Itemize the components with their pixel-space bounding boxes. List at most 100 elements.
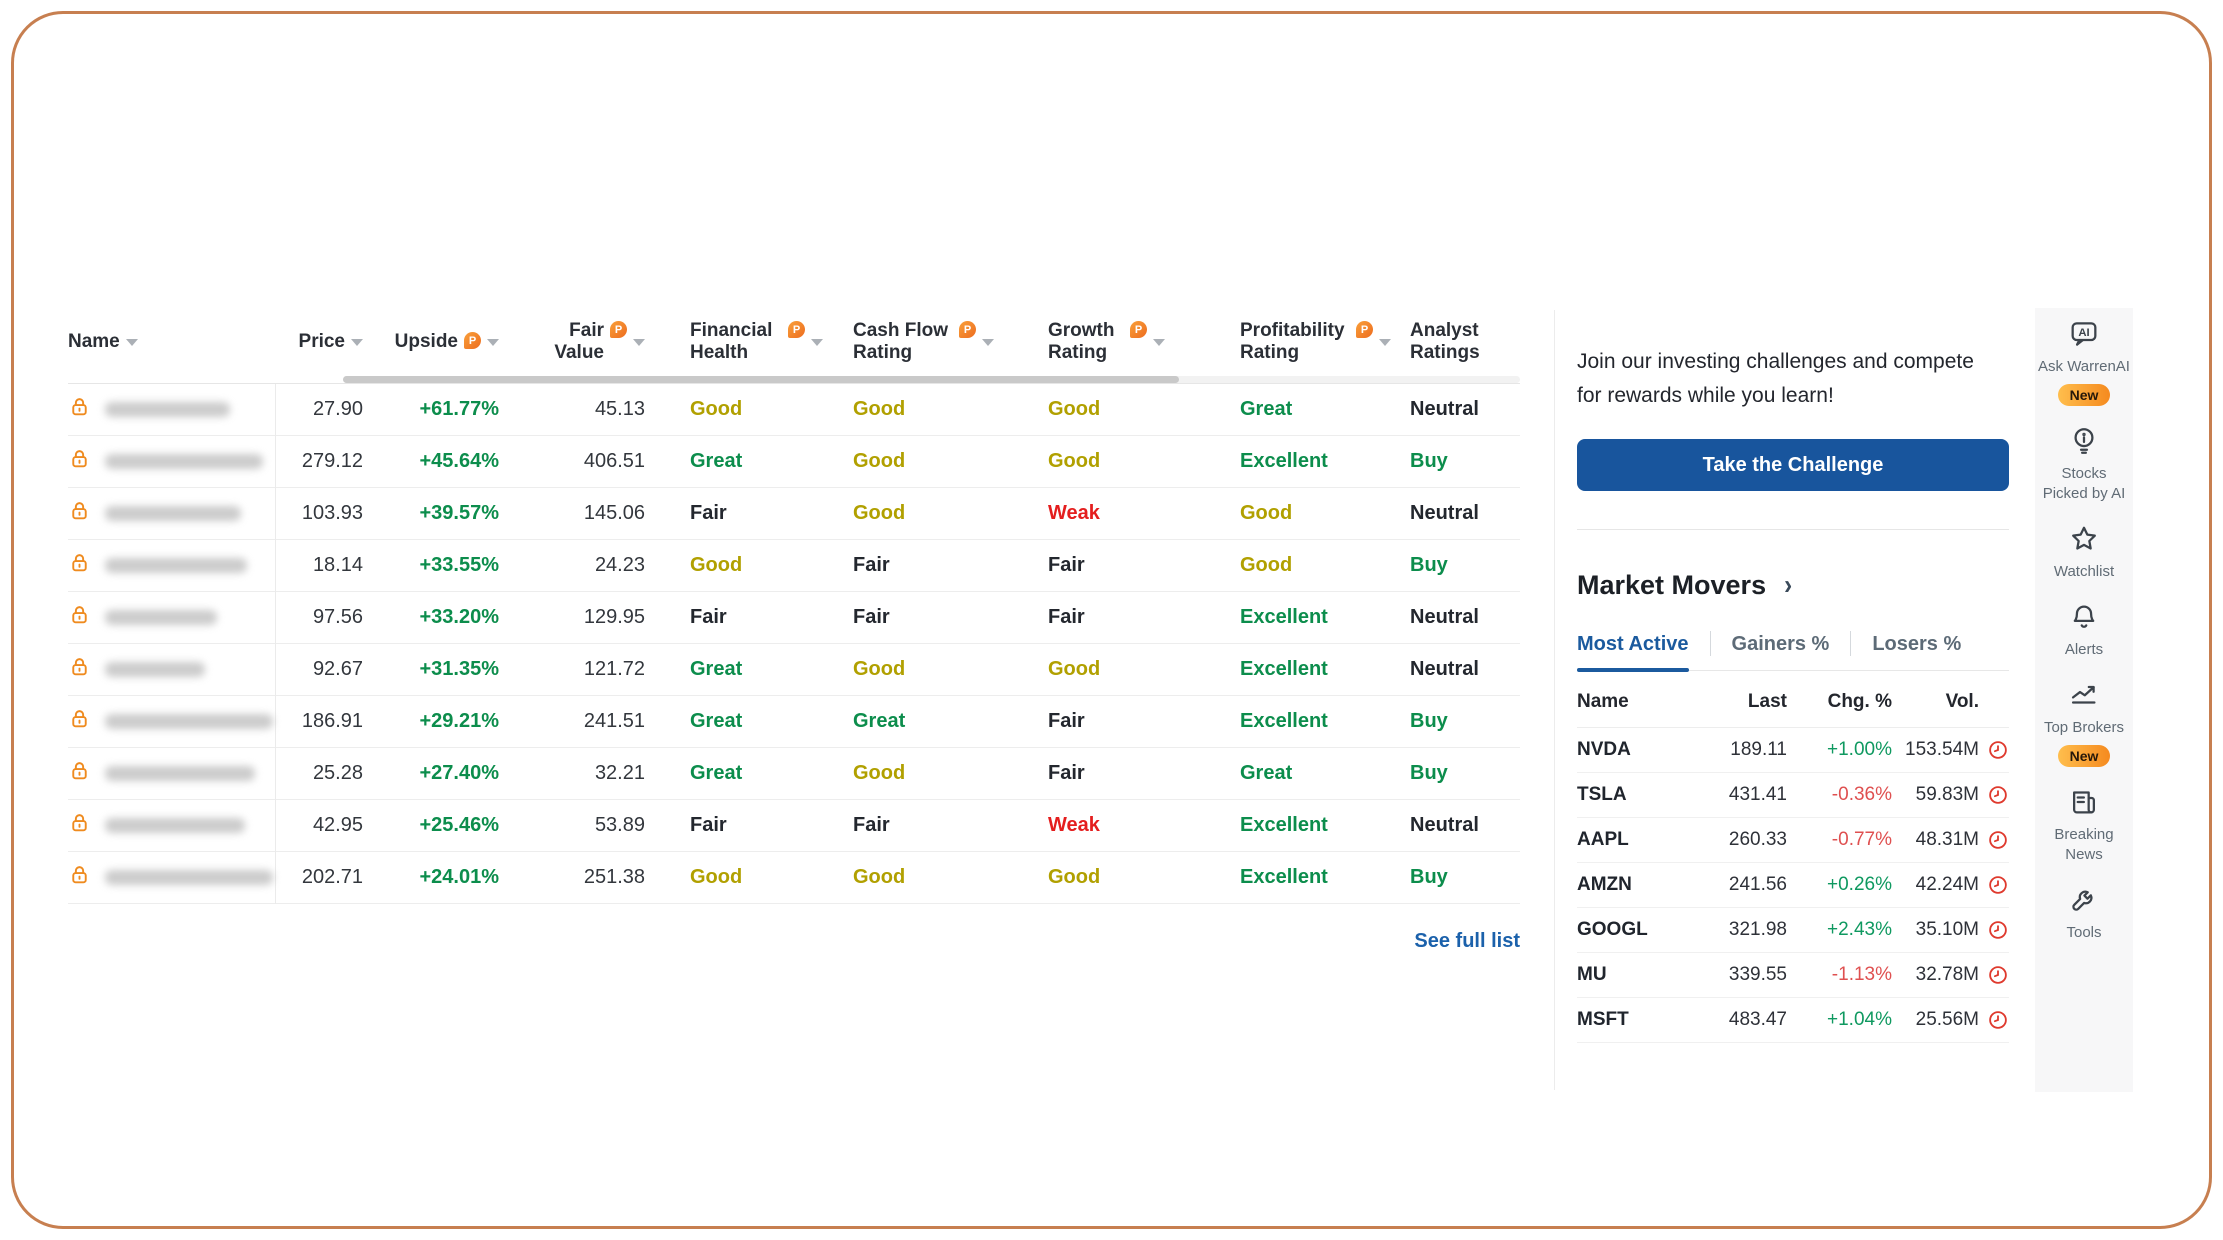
growth-rating-cell: Good xyxy=(1048,658,1101,680)
movers-symbol[interactable]: AAPL xyxy=(1577,829,1629,850)
price-cell: 92.67 xyxy=(312,658,363,680)
upside-cell: +27.40% xyxy=(419,762,499,784)
locked-name-cell[interactable] xyxy=(68,655,275,685)
price-cell: 186.91 xyxy=(301,710,363,732)
fair-value-cell: 251.38 xyxy=(583,866,645,888)
column-header-profitability[interactable]: Profitability Rating P xyxy=(1240,320,1410,364)
toolbar-item-alerts[interactable]: Alerts xyxy=(2038,601,2130,660)
movers-row: GOOGL 321.98 +2.43% 35.10M xyxy=(1577,908,2009,953)
locked-name-cell[interactable] xyxy=(68,447,275,477)
toolbar-item-top-brokers[interactable]: Top Brokers New xyxy=(2038,679,2130,767)
financial-health-cell: Fair xyxy=(690,502,727,524)
movers-symbol[interactable]: GOOGL xyxy=(1577,919,1648,940)
table-row: 279.12 +45.64% 406.51 Great Good Good Excellen… xyxy=(68,436,1520,488)
locked-name-cell[interactable] xyxy=(68,707,275,737)
table-row: 202.71 +24.01% 251.38 Good Good Good Excellent… xyxy=(68,852,1520,904)
analyst-rating-cell: Buy xyxy=(1410,762,1448,784)
column-header-upside[interactable]: Upside P xyxy=(371,331,507,353)
blurred-name xyxy=(105,454,263,469)
movers-column-header-last[interactable]: Last xyxy=(1747,691,1787,712)
locked-name-cell[interactable] xyxy=(68,551,275,581)
toolbar-item-breaking-news[interactable]: Breaking News xyxy=(2038,786,2130,865)
price-cell: 27.90 xyxy=(312,398,363,420)
locked-name-cell[interactable] xyxy=(68,395,275,425)
locked-name-cell[interactable] xyxy=(68,499,275,529)
column-header-name[interactable]: Name xyxy=(68,331,275,353)
tab-gainers[interactable]: Gainers % xyxy=(1731,633,1830,655)
movers-change: -1.13% xyxy=(1831,964,1892,985)
sort-caret-icon[interactable] xyxy=(1153,338,1165,346)
locked-name-cell[interactable] xyxy=(68,603,275,633)
analyst-rating-cell: Buy xyxy=(1410,710,1448,732)
upside-cell: +33.55% xyxy=(419,554,499,576)
breaking-news-icon xyxy=(2068,786,2100,818)
lock-icon xyxy=(68,655,91,685)
fair-value-cell: 45.13 xyxy=(594,398,645,420)
blurred-name xyxy=(105,818,245,833)
movers-symbol[interactable]: MSFT xyxy=(1577,1009,1629,1030)
locked-name-cell[interactable] xyxy=(68,759,275,789)
movers-row: MSFT 483.47 +1.04% 25.56M xyxy=(1577,998,2009,1043)
extended-hours-clock-icon xyxy=(1979,829,2009,851)
toolbar-item-tools[interactable]: Tools xyxy=(2038,884,2130,943)
price-cell: 42.95 xyxy=(312,814,363,836)
price-cell: 103.93 xyxy=(301,502,363,524)
fair-value-cell: 129.95 xyxy=(583,606,645,628)
extended-hours-clock-icon xyxy=(1979,739,2009,761)
sort-caret-icon[interactable] xyxy=(125,338,138,346)
column-header-label: Upside xyxy=(394,331,458,352)
name-column-divider xyxy=(275,384,276,904)
sort-caret-icon[interactable] xyxy=(351,338,363,346)
column-header-financial_health[interactable]: Financial Health P xyxy=(653,320,853,364)
toolbar-item-label: Tools xyxy=(2066,924,2102,941)
extended-hours-clock-icon xyxy=(1979,964,2009,986)
take-the-challenge-button[interactable]: Take the Challenge xyxy=(1577,439,2009,491)
movers-volume: 42.24M xyxy=(1915,874,1979,895)
financial-health-cell: Fair xyxy=(690,606,727,628)
locked-name-cell[interactable] xyxy=(68,811,275,841)
sort-caret-icon[interactable] xyxy=(982,338,994,346)
sort-caret-icon[interactable] xyxy=(811,338,823,346)
sort-caret-icon[interactable] xyxy=(1379,338,1391,346)
upside-cell: +31.35% xyxy=(419,658,499,680)
blurred-name xyxy=(105,870,273,885)
horizontal-scrollbar[interactable] xyxy=(343,376,1520,383)
market-movers-tabs: Most Active Gainers % Losers % xyxy=(1577,627,2009,672)
fair-value-cell: 32.21 xyxy=(594,762,645,784)
movers-column-header-vol[interactable]: Vol. xyxy=(1945,691,1979,712)
see-full-list-link[interactable]: See full list xyxy=(1414,930,1520,952)
tab-losers[interactable]: Losers % xyxy=(1872,633,1962,655)
toolbar-item-ask-warrenai[interactable]: AI Ask WarrenAI New xyxy=(2038,318,2130,406)
column-header-price[interactable]: Price xyxy=(275,331,371,353)
lock-icon xyxy=(68,603,91,633)
price-cell: 97.56 xyxy=(312,606,363,628)
column-header-fair_value[interactable]: Fair Value P xyxy=(507,320,653,364)
fair-value-cell: 53.89 xyxy=(594,814,645,836)
sort-caret-icon[interactable] xyxy=(633,338,645,346)
movers-symbol[interactable]: AMZN xyxy=(1577,874,1632,895)
financial-health-cell: Good xyxy=(690,398,743,420)
tab-most-active[interactable]: Most Active xyxy=(1577,627,1689,672)
cash-flow-rating-cell: Fair xyxy=(853,606,890,628)
column-header-growth[interactable]: Growth Rating P xyxy=(1048,320,1240,364)
toolbar-item-stocks-picked-by-ai[interactable]: Stocks Picked by AI xyxy=(2038,425,2130,504)
column-header-label: Financial Health xyxy=(690,320,773,363)
movers-column-header-chg[interactable]: Chg. % xyxy=(1827,691,1892,712)
movers-column-header-name[interactable]: Name xyxy=(1577,691,1629,712)
market-movers-title: Market Movers xyxy=(1577,570,1767,600)
financial-health-cell: Great xyxy=(690,450,743,472)
movers-row: NVDA 189.11 +1.00% 153.54M xyxy=(1577,728,2009,773)
movers-volume: 59.83M xyxy=(1915,784,1979,805)
column-header-cash_flow[interactable]: Cash Flow Rating P xyxy=(853,320,1048,364)
movers-change: +1.04% xyxy=(1827,1009,1892,1030)
movers-symbol[interactable]: TSLA xyxy=(1577,784,1627,805)
horizontal-scrollbar-thumb[interactable] xyxy=(343,376,1179,383)
chevron-right-icon[interactable]: › xyxy=(1784,569,1793,601)
movers-symbol[interactable]: NVDA xyxy=(1577,739,1631,760)
toolbar-item-watchlist[interactable]: Watchlist xyxy=(2038,523,2130,582)
sort-caret-icon[interactable] xyxy=(487,338,499,346)
movers-symbol[interactable]: MU xyxy=(1577,964,1607,985)
movers-change: -0.77% xyxy=(1831,829,1892,850)
locked-name-cell[interactable] xyxy=(68,863,275,893)
